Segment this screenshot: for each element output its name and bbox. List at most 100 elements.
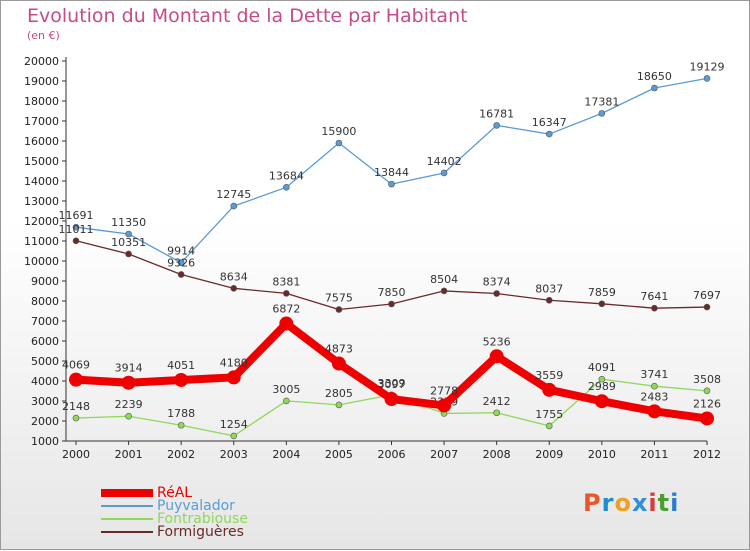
data-point: [230, 285, 238, 292]
data-point: [177, 421, 185, 429]
data-label: 4051: [167, 359, 195, 372]
legend-label: RéAL: [157, 485, 193, 501]
data-label: 1755: [535, 408, 563, 421]
y-tick-label: 20000: [24, 55, 59, 68]
data-label: 2778: [430, 384, 458, 397]
data-point: [598, 375, 606, 383]
data-label: 1788: [167, 407, 195, 420]
data-label: 13844: [374, 166, 409, 179]
data-label: 14402: [427, 155, 462, 168]
y-tick-label: 11000: [24, 235, 59, 248]
data-point: [493, 122, 500, 129]
y-tick-label: 4000: [31, 375, 59, 388]
x-tick-label: 2000: [62, 448, 90, 461]
x-tick-label: 2004: [272, 448, 300, 461]
x-tick-label: 2007: [430, 448, 458, 461]
y-tick-label: 13000: [24, 195, 59, 208]
data-label: 10351: [111, 236, 146, 249]
legend-item: Fontrabiouse: [101, 512, 301, 526]
data-label: 19129: [690, 60, 725, 73]
legend-label: Formiguères: [157, 524, 244, 540]
x-tick-label: 2001: [115, 448, 143, 461]
y-tick-label: 16000: [24, 135, 59, 148]
y-tick-label: 18000: [24, 95, 59, 108]
data-label: 4069: [62, 359, 90, 372]
data-point: [598, 110, 606, 117]
x-tick-label: 2002: [167, 448, 195, 461]
data-label: 15900: [321, 125, 356, 138]
data-label: 7575: [325, 292, 353, 305]
y-tick-label: 14000: [24, 175, 59, 188]
data-point: [493, 409, 500, 417]
data-point: [651, 84, 658, 92]
data-label: 3508: [693, 373, 721, 386]
data-label: 4091: [588, 361, 616, 374]
y-tick-label: 17000: [24, 115, 59, 128]
data-label: 3559: [535, 369, 563, 382]
x-tick-label: 2006: [378, 448, 406, 461]
data-point: [542, 382, 557, 397]
data-point: [72, 237, 80, 245]
legend-item: Formiguères: [101, 525, 301, 539]
data-point: [283, 184, 290, 191]
y-tick-label: 1000: [31, 435, 59, 448]
data-point: [177, 259, 185, 267]
data-point: [437, 398, 452, 413]
chart-title: Evolution du Montant de la Dette par Hab…: [27, 5, 468, 27]
legend-swatch: [101, 505, 153, 507]
y-tick-label: 3000: [31, 395, 59, 408]
data-point: [335, 306, 343, 313]
x-tick-label: 2011: [640, 448, 668, 461]
data-label: 3914: [115, 362, 143, 375]
data-label: 9326: [167, 256, 195, 269]
data-point: [335, 139, 343, 147]
data-point: [230, 432, 238, 440]
legend-item: Puyvalador: [101, 499, 301, 513]
data-point: [283, 397, 290, 405]
data-point: [226, 370, 241, 385]
data-label: 2412: [483, 395, 511, 408]
data-label: 3097: [378, 378, 406, 391]
data-point: [174, 372, 189, 387]
data-point: [388, 300, 395, 308]
data-point: [598, 300, 606, 308]
data-label: 12745: [216, 188, 251, 201]
data-point: [545, 296, 553, 304]
data-point: [545, 130, 553, 138]
y-tick-label: 5000: [31, 355, 59, 368]
y-tick-label: 8000: [31, 295, 59, 308]
data-label: 7859: [588, 286, 616, 299]
data-label: 4873: [325, 343, 353, 356]
data-label: 8381: [272, 275, 300, 288]
y-tick-label: 2000: [31, 415, 59, 428]
data-label: 17381: [584, 95, 619, 108]
data-label: 9914: [167, 245, 195, 258]
data-label: 8037: [535, 282, 563, 295]
data-point: [703, 75, 711, 82]
x-tick-label: 2009: [535, 448, 563, 461]
data-label: 2148: [62, 400, 90, 413]
x-tick-label: 2003: [220, 448, 248, 461]
chart-subtitle: (en €): [27, 29, 60, 42]
data-label: 2239: [115, 398, 143, 411]
y-tick-label: 15000: [24, 155, 59, 168]
data-label: 8504: [430, 273, 458, 286]
data-label: 11350: [111, 216, 146, 229]
data-point: [703, 303, 711, 311]
data-label: 7697: [693, 289, 721, 302]
data-label: 7850: [378, 286, 406, 299]
data-label: 5236: [483, 335, 511, 348]
data-point: [388, 180, 395, 188]
y-tick-label: 9000: [31, 275, 59, 288]
legend-swatch: [101, 489, 153, 497]
data-point: [125, 250, 132, 258]
legend-label: Fontrabiouse: [157, 511, 248, 527]
y-tick-label: 19000: [24, 75, 59, 88]
data-point: [384, 392, 399, 407]
data-label: 4180: [220, 356, 248, 369]
data-label: 16347: [532, 116, 567, 129]
data-point: [125, 230, 132, 238]
y-tick-label: 7000: [31, 315, 59, 328]
